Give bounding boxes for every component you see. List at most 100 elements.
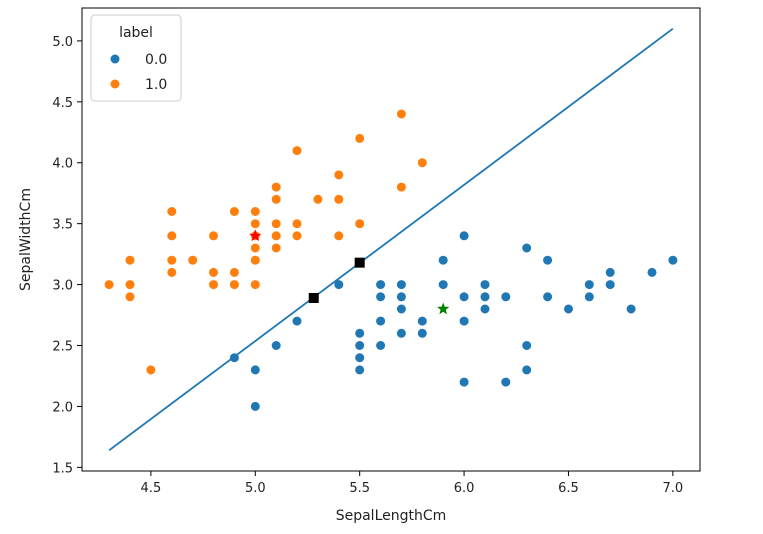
data-point-1-0 [124, 255, 136, 266]
data-point-0-0 [291, 316, 303, 327]
y-axis-label: SepalWidthCm [18, 188, 34, 291]
data-point-1-0 [166, 206, 177, 217]
data-point-0-0 [542, 291, 553, 302]
data-point-0-0 [250, 401, 261, 412]
y-tick-label: 4.0 [52, 157, 73, 172]
data-point-0-0 [459, 377, 470, 388]
data-point-0-0 [417, 316, 428, 327]
y-tick-label: 1.5 [52, 461, 73, 476]
data-point-0-0 [459, 316, 470, 327]
y-tick-label: 3.0 [52, 279, 73, 294]
data-point-0-0 [375, 340, 386, 351]
data-point-1-0 [208, 267, 219, 278]
data-point-0-0 [500, 377, 511, 388]
plot-layer [103, 27, 679, 452]
data-point-1-0 [229, 206, 240, 217]
data-point-1-0 [271, 230, 282, 241]
class-1-centroid-marker [249, 229, 262, 242]
x-tick-label: 5.5 [349, 481, 370, 496]
data-point-1-0 [250, 242, 261, 254]
x-tick-label: 4.5 [141, 481, 162, 496]
data-point-0-0 [646, 267, 658, 278]
data-point-1-0 [291, 218, 303, 229]
data-point-1-0 [417, 157, 428, 168]
y-tick-label: 4.5 [52, 96, 73, 111]
data-point-0-0 [438, 255, 449, 266]
data-point-0-0 [542, 255, 553, 266]
data-point-1-0 [333, 194, 344, 205]
data-point-0-0 [500, 291, 511, 302]
data-point-0-0 [438, 279, 449, 290]
data-point-0-0 [396, 303, 407, 315]
data-point-0-0 [584, 291, 595, 302]
data-point-1-0 [250, 279, 261, 290]
data-point-0-0 [459, 230, 470, 241]
data-point-1-0 [250, 218, 261, 229]
y-tick-label: 2.0 [52, 400, 73, 415]
data-point-1-0 [124, 291, 136, 302]
data-point-1-0 [250, 255, 261, 266]
y-tick-label: 5.0 [52, 35, 73, 50]
data-point-0-0 [417, 328, 428, 339]
data-point-0-0 [354, 328, 365, 339]
data-point-1-0 [229, 267, 240, 278]
data-point-0-0 [479, 291, 491, 302]
y-tick-label: 2.5 [52, 340, 73, 355]
data-point-1-0 [166, 267, 177, 278]
data-point-1-0 [271, 182, 282, 193]
data-point-1-0 [208, 279, 219, 290]
data-point-1-0 [271, 218, 282, 229]
data-point-1-0 [312, 194, 324, 205]
data-point-0-0 [521, 242, 532, 254]
data-point-0-0 [333, 279, 344, 290]
data-point-0-0 [271, 340, 282, 351]
data-point-1-0 [333, 230, 344, 241]
plot-frame [81, 7, 701, 472]
data-point-1-0 [396, 182, 407, 193]
decision-line [108, 27, 674, 452]
support-vector-marker [354, 257, 365, 268]
class-0-centroid-marker [437, 302, 450, 315]
data-point-0-0 [354, 340, 365, 351]
data-point-1-0 [229, 279, 240, 290]
data-point-1-0 [145, 364, 156, 376]
x-tick-label: 6.5 [558, 481, 579, 496]
legend-marker-1 [110, 79, 120, 89]
legend-label-1: 1.0 [145, 77, 167, 93]
data-point-1-0 [250, 206, 261, 217]
data-point-1-0 [124, 279, 136, 290]
legend-box [90, 14, 182, 102]
axes-layer: 4.5 5.0 5.5 6.0 6.5 7.0 1.5 2.0 2.5 3.0 3.5 4.0 4.5 5… [52, 35, 683, 496]
x-axis-label: SepalLengthCm [336, 508, 447, 524]
data-point-1-0 [187, 255, 198, 266]
data-point-1-0 [354, 133, 365, 144]
y-tick-label: 3.5 [52, 218, 73, 233]
data-point-1-0 [208, 230, 219, 241]
legend-title: label [119, 25, 153, 41]
data-point-1-0 [271, 194, 282, 205]
legend-label-0: 0.0 [145, 52, 167, 68]
data-point-0-0 [396, 328, 407, 339]
data-point-0-0 [250, 364, 261, 376]
data-point-0-0 [354, 364, 365, 376]
data-point-0-0 [605, 267, 616, 278]
data-point-0-0 [459, 291, 470, 302]
data-point-0-0 [375, 279, 386, 290]
data-point-0-0 [479, 303, 491, 315]
data-point-0-0 [563, 303, 574, 315]
legend-marker-0 [110, 54, 120, 64]
data-point-0-0 [396, 291, 407, 302]
data-point-0-0 [521, 340, 532, 351]
data-point-0-0 [584, 279, 595, 290]
data-point-1-0 [291, 230, 303, 241]
data-point-0-0 [479, 279, 491, 290]
data-point-1-0 [166, 255, 177, 266]
data-point-0-0 [375, 316, 386, 327]
data-point-1-0 [354, 218, 365, 229]
data-point-0-0 [667, 255, 679, 266]
data-point-1-0 [166, 230, 177, 241]
legend: label 0.0 1.0 [90, 14, 182, 102]
x-tick-label: 7.0 [663, 481, 684, 496]
data-point-1-0 [103, 279, 115, 290]
